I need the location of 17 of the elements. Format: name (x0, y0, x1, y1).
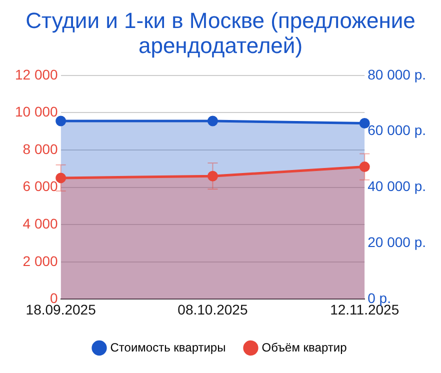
y2-tick-label: 40 000 р. (368, 178, 426, 194)
y-tick-label: 6 000 (22, 178, 58, 194)
point (207, 170, 218, 182)
y-tick-label: 8 000 (22, 140, 58, 157)
y2-tick-label: 20 000 р. (368, 234, 426, 250)
y-tick-label: 12 000 (14, 66, 58, 82)
y2-tick-label: 80 000 р. (368, 66, 426, 82)
chart-title: Студии и 1-ки в Москве (предложение арендодателей) (24, 8, 416, 60)
legend-label: Стоимость квартиры (110, 340, 226, 354)
point (56, 172, 66, 184)
point (359, 162, 370, 172)
y2-tick-label: 60 000 р. (368, 122, 426, 138)
y-tick-label: 4 000 (22, 215, 58, 232)
legend-label: Объём квартир (262, 340, 348, 354)
y-tick-label: 10 000 (14, 104, 58, 120)
y-tick-label: 2 000 (22, 252, 58, 269)
x-tick-label: 08.10.2025 (178, 301, 248, 318)
